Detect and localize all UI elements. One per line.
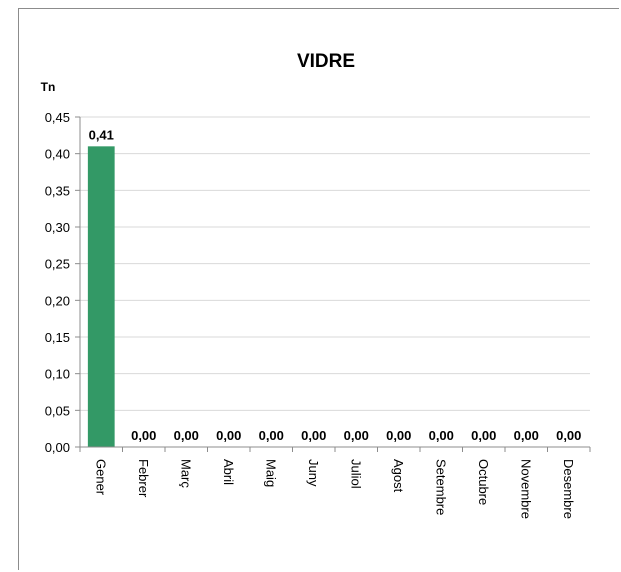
y-tick-label: 0,10	[45, 367, 70, 382]
data-label: 0,00	[131, 428, 156, 443]
x-category-label: Abril	[221, 459, 236, 485]
data-label: 0,00	[301, 428, 326, 443]
x-category-label: Setembre	[433, 459, 448, 515]
x-category-label: Novembre	[518, 459, 533, 519]
x-category-label: Desembre	[561, 459, 576, 519]
data-label: 0,00	[386, 428, 411, 443]
y-tick-label: 0,05	[45, 403, 70, 418]
x-category-label: Gener	[93, 459, 108, 496]
x-category-label: Maig	[263, 459, 278, 487]
y-axis-unit-label: Tn	[41, 80, 56, 94]
axes	[79, 117, 591, 452]
gridlines	[80, 116, 590, 411]
data-label: 0,00	[174, 428, 199, 443]
y-tick-label: 0,15	[45, 330, 70, 345]
data-label: 0,41	[89, 127, 114, 142]
y-tick-label: 0,00	[45, 440, 70, 455]
data-label: 0,00	[429, 428, 454, 443]
data-label: 0,00	[344, 428, 369, 443]
x-category-label: Febrer	[136, 459, 151, 498]
category-labels: Gener Febrer Març Abril Maig Juny Juliol Agost S…	[93, 459, 576, 519]
data-label: 0,00	[216, 428, 241, 443]
x-category-label: Juliol	[348, 459, 363, 489]
y-tick-label: 0,30	[45, 220, 70, 235]
y-tick-label: 0,40	[45, 147, 70, 162]
data-label: 0,00	[556, 428, 581, 443]
x-category-label: Agost	[391, 459, 406, 493]
x-category-label: Juny	[306, 459, 321, 487]
x-category-label: Març	[178, 459, 193, 488]
y-tick-label: 0,20	[45, 293, 70, 308]
y-axis-ticks: 0,00 0,05 0,10 0,15 0,20 0,25 0,30 0,35 0,40 0,45	[45, 110, 80, 455]
data-labels: 0,41 0,00 0,00 0,00 0,00 0,00 0,00 0,00 0,00 0,00…	[89, 127, 582, 443]
y-tick-label: 0,35	[45, 183, 70, 198]
data-label: 0,00	[514, 428, 539, 443]
bars	[87, 146, 115, 448]
y-tick-label: 0,25	[45, 257, 70, 272]
bar	[87, 146, 115, 448]
y-tick-label: 0,45	[45, 110, 70, 125]
data-label: 0,00	[259, 428, 284, 443]
data-label: 0,00	[471, 428, 496, 443]
x-category-label: Octubre	[476, 459, 491, 505]
chart-frame	[18, 8, 619, 570]
chart-title: VIDRE	[297, 51, 355, 72]
